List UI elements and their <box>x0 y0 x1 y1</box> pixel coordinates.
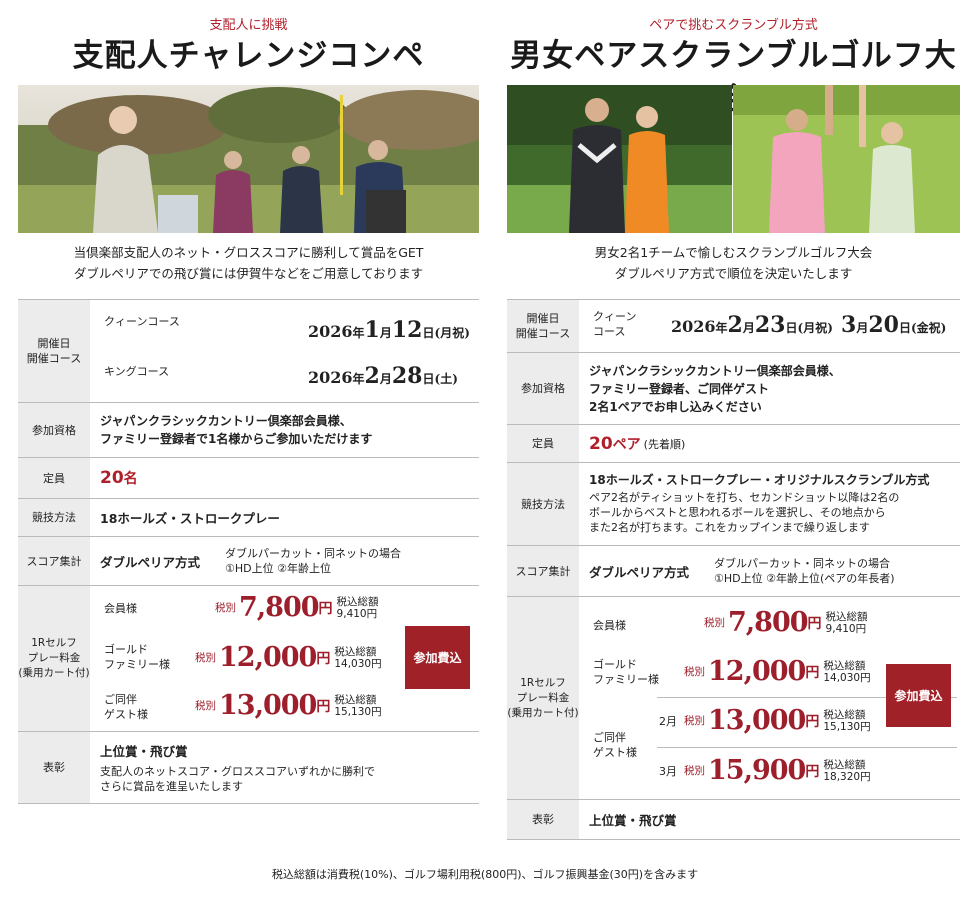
capacity-note: (先着順) <box>643 437 686 451</box>
capacity-unit: 名 <box>123 471 138 487</box>
pair-golfers-photo <box>507 85 960 233</box>
award-note1: 支配人のネットスコア・グロススコアいずれかに勝利で <box>100 765 375 778</box>
award-note2: さらに賞品を進呈いたします <box>100 780 243 793</box>
fee-guest-feb-label: 2月 <box>659 715 677 728</box>
right-subtitle: ペアで挑むスクランブル方式 <box>649 18 818 33</box>
qualification-header: 参加資格 <box>18 403 90 457</box>
qualification-line2: ファミリー登録者、ご同伴ゲスト <box>589 382 770 396</box>
fee-member-label: 会員様 <box>104 602 137 615</box>
qualification-line1: ジャパンクラシックカントリー倶楽部会員様、 <box>100 414 352 428</box>
score-header: スコア集計 <box>18 537 90 585</box>
date-header: 開催日 開催コース <box>507 300 579 352</box>
fee-guest-label: ご同伴 ゲスト様 <box>104 693 148 721</box>
score-note2: ①HD上位 ②年齢上位(ペアの年長者) <box>714 572 895 585</box>
fee-row: 1Rセルフ プレー料金 (乗用カート付) 会員様 税別 7,800 円 税込総額 9… <box>507 597 960 800</box>
tax-footnote: 税込総額は消費税(10%)、ゴルフ場利用税(800円)、ゴルフ振興基金(30円)… <box>271 868 699 881</box>
left-event-column: 支配人に挑戦 支配人チャレンジコンペ <box>18 0 479 804</box>
date-mar: 3月20日(金祝) <box>841 312 947 338</box>
fee-member-label: 会員様 <box>593 619 626 632</box>
qualification-row: 参加資格 ジャパンクラシックカントリー倶楽部会員様、 ファミリー登録者で1名様か… <box>18 403 479 458</box>
method-row: 競技方法 18ホールズ・ストロークプレー・オリジナルスクランブル方式 ペア2名が… <box>507 463 960 546</box>
capacity-header: 定員 <box>18 458 90 498</box>
right-title: 男女ペアスクランブルゴルフ大会 <box>510 38 957 118</box>
method-note3: また2名が打ちます。これをカップインまで繰り返します <box>589 521 870 534</box>
method-header: 競技方法 <box>507 463 579 545</box>
fee-header: 1Rセルフ プレー料金 (乗用カート付) <box>18 586 90 731</box>
fee-guest-mar-price: 税別 15,900 円 税込総額 18,320円 <box>684 755 871 786</box>
score-value: ダブルペリア方式 <box>589 564 690 580</box>
qualification-line2: ファミリー登録者で1名様からご参加いただけます <box>100 432 373 446</box>
course-king: キングコース <box>104 365 170 378</box>
fee-row: 1Rセルフ プレー料金 (乗用カート付) 会員様 税別 7,800 円 税込総額 9… <box>18 586 479 732</box>
method-header: 競技方法 <box>18 499 90 536</box>
left-desc-line2: ダブルペリアでの飛び賞には伊賀牛などをご用意しております <box>73 266 424 281</box>
award-header: 表彰 <box>507 800 579 839</box>
award-header: 表彰 <box>18 732 90 803</box>
qualification-row: 参加資格 ジャパンクラシックカントリー倶楽部会員様、 ファミリー登録者、ご同伴ゲ… <box>507 353 960 425</box>
score-row: スコア集計 ダブルペリア方式 ダブルパーカット・同ネットの場合 ①HD上位 ②年… <box>18 537 479 586</box>
fee-guest-price: 税別 13,000 円 税込総額 15,130円 <box>195 690 382 721</box>
award-value: 上位賞・飛び賞 <box>100 744 188 759</box>
method-note1: ペア2名がティショットを打ち、セカンドショット以降は2名の <box>589 491 900 504</box>
award-row: 表彰 上位賞・飛び賞 支配人のネットスコア・グロススコアいずれかに勝利で さらに… <box>18 732 479 804</box>
capacity-header: 定員 <box>507 425 579 462</box>
right-info-table: 開催日 開催コース クィーン コース 2026年2月23日(月祝) 3月20日(… <box>507 299 960 840</box>
date-row: 開催日 開催コース クィーン コース 2026年2月23日(月祝) 3月20日(… <box>507 300 960 353</box>
date-row: 開催日 開催コース クィーンコース 2026年1月12日(月祝) キングコース … <box>18 300 479 403</box>
score-note1: ダブルパーカット・同ネットの場合 <box>714 557 890 570</box>
course-queen: クィーンコース <box>104 315 180 328</box>
method-row: 競技方法 18ホールズ・ストロークプレー <box>18 499 479 537</box>
capacity-row: 定員 20 ペア (先着順) <box>507 425 960 463</box>
fee-guest-mar-label: 3月 <box>659 765 677 778</box>
method-value: 18ホールズ・ストロークプレー・オリジナルスクランブル方式 <box>589 473 930 487</box>
left-description: 当倶楽部支配人のネット・グロススコアに勝利して賞品をGET ダブルペリアでの飛び… <box>18 242 479 286</box>
fee-gold-label: ゴールド ファミリー様 <box>104 643 170 671</box>
date-king: 2026年2月28日(土) <box>308 363 458 389</box>
fee-gold-label: ゴールド ファミリー様 <box>593 658 659 686</box>
fee-included-badge: 参加費込 <box>405 626 470 689</box>
qualification-header: 参加資格 <box>507 353 579 424</box>
fee-header: 1Rセルフ プレー料金 (乗用カート付) <box>507 597 579 799</box>
score-value: ダブルペリア方式 <box>100 554 201 570</box>
score-row: スコア集計 ダブルペリア方式 ダブルパーカット・同ネットの場合 ①HD上位 ②年… <box>507 546 960 597</box>
capacity-number: 20 <box>100 468 124 488</box>
right-description: 男女2名1チームで愉しむスクランブルゴルフ大会 ダブルペリア方式で順位を決定いた… <box>507 242 960 286</box>
fee-included-badge: 参加費込 <box>886 664 951 727</box>
golfers-photo <box>18 85 479 233</box>
right-photo <box>507 85 960 233</box>
method-value: 18ホールズ・ストロークプレー <box>100 511 280 526</box>
left-desc-line1: 当倶楽部支配人のネット・グロススコアに勝利して賞品をGET <box>73 245 424 260</box>
capacity-unit: ペア <box>612 436 641 453</box>
score-header: スコア集計 <box>507 546 579 596</box>
right-event-column: ペアで挑むスクランブル方式 男女ペアスクランブルゴルフ大会 男女2名1チームで愉… <box>507 0 960 840</box>
fee-gold-price: 税別 12,000 円 税込総額 14,030円 <box>684 656 871 687</box>
fee-gold-price: 税別 12,000 円 税込総額 14,030円 <box>195 642 382 673</box>
award-row: 表彰 上位賞・飛び賞 <box>507 800 960 840</box>
score-note1: ダブルパーカット・同ネットの場合 <box>225 547 401 560</box>
qualification-line3: 2名1ペアでお申し込みください <box>589 400 762 414</box>
right-desc-line1: 男女2名1チームで愉しむスクランブルゴルフ大会 <box>594 245 873 260</box>
date-queen: 2026年1月12日(月祝) <box>308 317 470 343</box>
left-photo <box>18 85 479 233</box>
capacity-number: 20 <box>589 433 613 454</box>
award-value: 上位賞・飛び賞 <box>589 813 677 828</box>
method-note2: ボールからベストと思われるボールを選択し、その地点から <box>589 506 886 519</box>
capacity-row: 定員 20 名 <box>18 458 479 499</box>
fee-guest-feb-price: 税別 13,000 円 税込総額 15,130円 <box>684 705 871 736</box>
qualification-line1: ジャパンクラシックカントリー倶楽部会員様、 <box>589 364 841 378</box>
left-info-table: 開催日 開催コース クィーンコース 2026年1月12日(月祝) キングコース … <box>18 299 479 804</box>
course-queen: クィーン コース <box>593 310 637 338</box>
right-desc-line2: ダブルペリア方式で順位を決定いたします <box>614 266 853 281</box>
fee-member-price: 税別 7,800 円 税込総額 9,410円 <box>704 607 868 638</box>
left-title: 支配人チャレンジコンペ <box>72 38 425 74</box>
left-subtitle: 支配人に挑戦 <box>209 18 288 33</box>
date-feb: 2026年2月23日(月祝) <box>671 312 833 338</box>
score-note2: ①HD上位 ②年齢上位 <box>225 562 331 575</box>
date-header: 開催日 開催コース <box>18 300 90 402</box>
fee-member-price: 税別 7,800 円 税込総額 9,410円 <box>215 592 379 623</box>
fee-guest-label: ご同伴 ゲスト様 <box>593 731 637 759</box>
